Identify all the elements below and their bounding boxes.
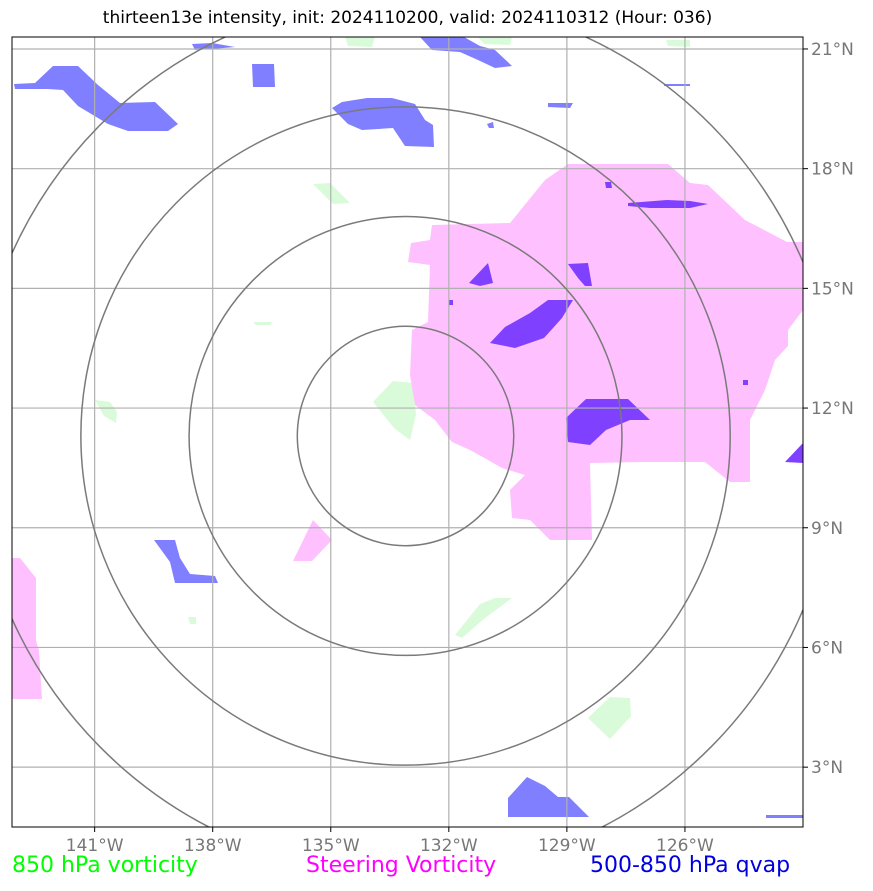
overlap-patch <box>469 263 493 286</box>
vorticity-850-patch <box>455 598 512 638</box>
qvap-patch <box>548 103 573 108</box>
qvap-patch <box>766 815 803 818</box>
overlap-patch <box>568 263 592 286</box>
lat-tick-label: 6°N <box>811 638 843 658</box>
vorticity-850-patch <box>95 400 117 423</box>
overlap-patch <box>785 443 803 463</box>
vorticity-850-patch <box>253 322 273 325</box>
qvap-patch <box>664 84 690 86</box>
map-plot-area <box>12 37 803 827</box>
overlap-patch <box>449 300 453 305</box>
range-rings <box>12 37 803 827</box>
overlap-patch <box>490 300 573 348</box>
range-ring <box>80 106 731 766</box>
map-title: thirteen13e intensity, init: 2024110200,… <box>102 8 713 28</box>
vorticity-850-patch <box>373 381 416 440</box>
lat-tick-label: 18°N <box>811 160 854 180</box>
qvap-steering-overlap-fields <box>449 182 803 463</box>
overlap-patch <box>566 399 650 445</box>
lat-tick-label: 3°N <box>811 758 843 778</box>
overlap-patch <box>628 200 708 208</box>
steering-vorticity-patch <box>293 520 332 561</box>
legend-label: 500-850 hPa qvap <box>590 853 791 878</box>
lon-tick-label: 126°W <box>656 836 714 856</box>
vorticity-850-patch <box>313 183 350 204</box>
lon-tick-label: 138°W <box>184 836 242 856</box>
lat-tick-label: 12°N <box>811 399 854 419</box>
steering-vorticity-patch <box>12 558 42 699</box>
vorticity-850-fields <box>95 37 690 739</box>
vorticity-850-patch <box>188 617 196 624</box>
graticule <box>12 37 803 827</box>
lon-tick-label: 129°W <box>538 836 596 856</box>
range-ring <box>188 215 623 657</box>
latitude-ticks: 3°N 6°N 9°N 12°N 15°N 18°N 21°N <box>803 40 854 778</box>
qvap-patch <box>14 66 178 131</box>
qvap-patch <box>508 777 589 817</box>
range-ring <box>296 325 515 547</box>
qvap-patch <box>332 98 434 147</box>
lat-tick-label: 21°N <box>811 40 854 60</box>
overlap-patch <box>743 380 748 385</box>
overlap-patch <box>605 182 612 188</box>
legend-label: 850 hPa vorticity <box>12 853 198 878</box>
qvap-patch <box>420 37 512 68</box>
lon-tick-label: 132°W <box>420 836 478 856</box>
qvap-patch <box>154 540 218 583</box>
vorticity-850-patch <box>345 37 375 47</box>
vorticity-850-patch <box>588 697 631 739</box>
map-frame <box>11 36 804 828</box>
longitude-ticks: 141°W 138°W 135°W 132°W 129°W 126°W <box>66 827 714 856</box>
legend-label: Steering Vorticity <box>306 853 497 878</box>
qvap-patch <box>252 64 275 87</box>
qvap-patch <box>487 122 494 128</box>
vorticity-850-patch <box>666 40 690 47</box>
lat-tick-label: 15°N <box>811 279 854 299</box>
lon-tick-label: 141°W <box>66 836 124 856</box>
lat-tick-label: 9°N <box>811 519 843 539</box>
vorticity-850-patch <box>478 37 512 45</box>
lon-tick-label: 135°W <box>302 836 360 856</box>
